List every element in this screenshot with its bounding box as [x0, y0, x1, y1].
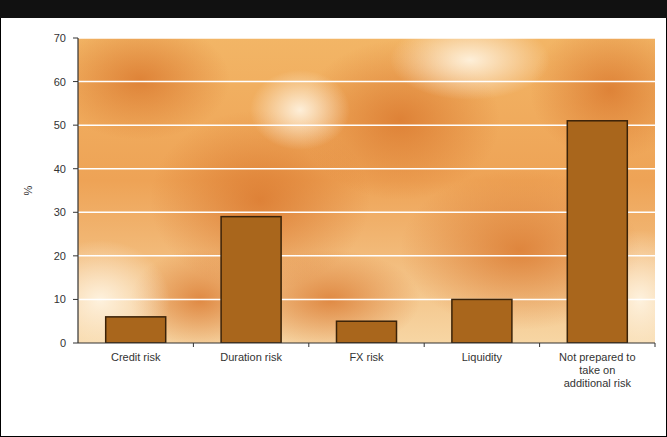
- x-tick: [424, 343, 425, 347]
- top-band: [0, 0, 667, 18]
- x-tick: [655, 343, 656, 347]
- grid-line: [78, 37, 655, 39]
- label-line: Liquidity: [462, 351, 503, 363]
- tick-mark: [73, 212, 78, 213]
- category-label: Credit risk: [111, 351, 161, 363]
- category-label: Duration risk: [220, 351, 282, 363]
- x-tick: [539, 343, 540, 347]
- category-label: Liquidity: [462, 351, 503, 363]
- light: [390, 38, 550, 100]
- tick-label: 20: [54, 250, 66, 262]
- tick-label: 40: [54, 163, 66, 175]
- tick-mark: [73, 38, 78, 39]
- tick-label: 30: [54, 206, 66, 218]
- tick-label: 0: [60, 337, 66, 349]
- bar: [106, 317, 166, 343]
- tick-label: 50: [54, 119, 66, 131]
- tick-mark: [73, 81, 78, 82]
- x-tick: [193, 343, 194, 347]
- axis-title: %: [22, 185, 34, 195]
- x-axis: [78, 342, 655, 343]
- bar: [221, 217, 281, 343]
- bar: [452, 299, 512, 343]
- label-line: additional risk: [564, 377, 632, 389]
- label-line: FX risk: [349, 351, 384, 363]
- background: [78, 38, 655, 343]
- bar: [336, 321, 396, 343]
- chart: 0 10 20 30 40 50 60 70% Credit risk Duration risk…: [0, 0, 667, 437]
- y-axis: [77, 38, 78, 343]
- x-tick: [308, 343, 309, 347]
- category-label: FX risk: [349, 351, 384, 363]
- tick-mark: [73, 343, 78, 344]
- label-line: Duration risk: [220, 351, 282, 363]
- tick-mark: [73, 255, 78, 256]
- grid-line: [78, 81, 655, 83]
- tick-label: 10: [54, 293, 66, 305]
- tick-mark: [73, 125, 78, 126]
- bar: [567, 121, 627, 343]
- label-line: Credit risk: [111, 351, 161, 363]
- bars: [106, 121, 628, 343]
- label-line: take on: [579, 364, 615, 376]
- tick-mark: [73, 168, 78, 169]
- top-fade: [78, 18, 655, 38]
- tick-label: 70: [54, 32, 66, 44]
- category-label: Not prepared totake onadditional risk: [559, 351, 635, 389]
- tick-mark: [73, 299, 78, 300]
- label-line: Not prepared to: [559, 351, 635, 363]
- tick-label: 60: [54, 76, 66, 88]
